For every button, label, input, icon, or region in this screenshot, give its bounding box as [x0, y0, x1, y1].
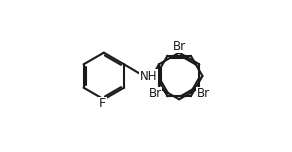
Text: Br: Br: [149, 87, 162, 100]
Text: Br: Br: [197, 87, 210, 100]
Text: NH: NH: [140, 69, 157, 83]
Text: Br: Br: [173, 40, 186, 53]
Text: F: F: [99, 97, 106, 110]
